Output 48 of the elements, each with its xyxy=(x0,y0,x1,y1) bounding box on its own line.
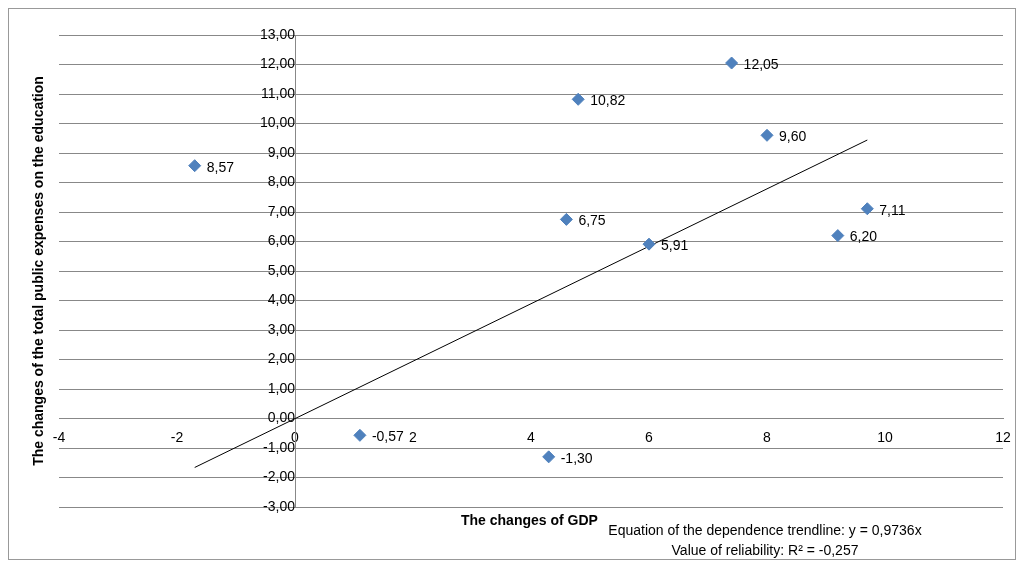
data-label: 5,91 xyxy=(661,237,689,254)
y-tick-label: 10,00 xyxy=(259,114,296,131)
point xyxy=(860,202,874,216)
x-axis-title: The changes of GDP xyxy=(461,511,598,528)
point xyxy=(725,56,739,70)
y-tick-label: -2,00 xyxy=(263,468,296,485)
point xyxy=(542,450,556,464)
x-tick-label: -2 xyxy=(170,428,184,445)
x-tick-label: 6 xyxy=(645,428,654,445)
x-tick-label: -4 xyxy=(52,428,66,445)
y-axis-title: The changes of the total public expenses on the education xyxy=(29,76,46,466)
y-tick-label: 1,00 xyxy=(267,379,296,396)
data-label: 7,11 xyxy=(879,201,906,218)
x-tick-label: 8 xyxy=(763,428,772,445)
data-label: 6,75 xyxy=(578,212,606,229)
y-tick-label: 0,00 xyxy=(267,409,296,426)
y-tick-label: 13,00 xyxy=(259,25,296,42)
point xyxy=(831,229,845,243)
data-label: 8,57 xyxy=(206,158,235,175)
y-tick-label: 6,00 xyxy=(267,232,296,249)
x-tick-label: 4 xyxy=(527,428,536,445)
y-tick-label: 5,00 xyxy=(267,261,296,278)
data-label: -0,57 xyxy=(371,428,405,445)
data-label: -1,30 xyxy=(560,449,593,466)
point xyxy=(760,128,774,142)
x-tick-label: 10 xyxy=(877,428,893,445)
y-tick-label: 3,00 xyxy=(267,320,296,337)
y-tick-label: 4,00 xyxy=(267,291,296,308)
data-label: 10,82 xyxy=(590,92,626,109)
y-tick-label: 12,00 xyxy=(259,55,296,72)
point xyxy=(642,237,656,251)
y-tick-label: 7,00 xyxy=(267,202,296,219)
point xyxy=(353,428,367,442)
y-tick-label: 8,00 xyxy=(267,173,296,190)
x-tick-label: 12 xyxy=(995,428,1011,445)
point xyxy=(559,212,573,226)
data-label: 9,60 xyxy=(779,128,807,145)
data-label: 12,05 xyxy=(743,55,779,72)
text: Equation of the dependence trendline: y = 0,9736x xyxy=(608,521,922,538)
text: Value of reliability: R² = -0,257 xyxy=(671,541,859,558)
point xyxy=(571,92,585,106)
y-tick-label: 11,00 xyxy=(261,84,296,101)
x-tick-label: 2 xyxy=(409,428,418,445)
y-tick-label: 9,00 xyxy=(267,143,296,160)
y-tick-label: -3,00 xyxy=(263,497,296,514)
point xyxy=(188,159,202,173)
y-tick-label: 2,00 xyxy=(267,350,296,367)
data-label: 6,20 xyxy=(849,228,878,245)
